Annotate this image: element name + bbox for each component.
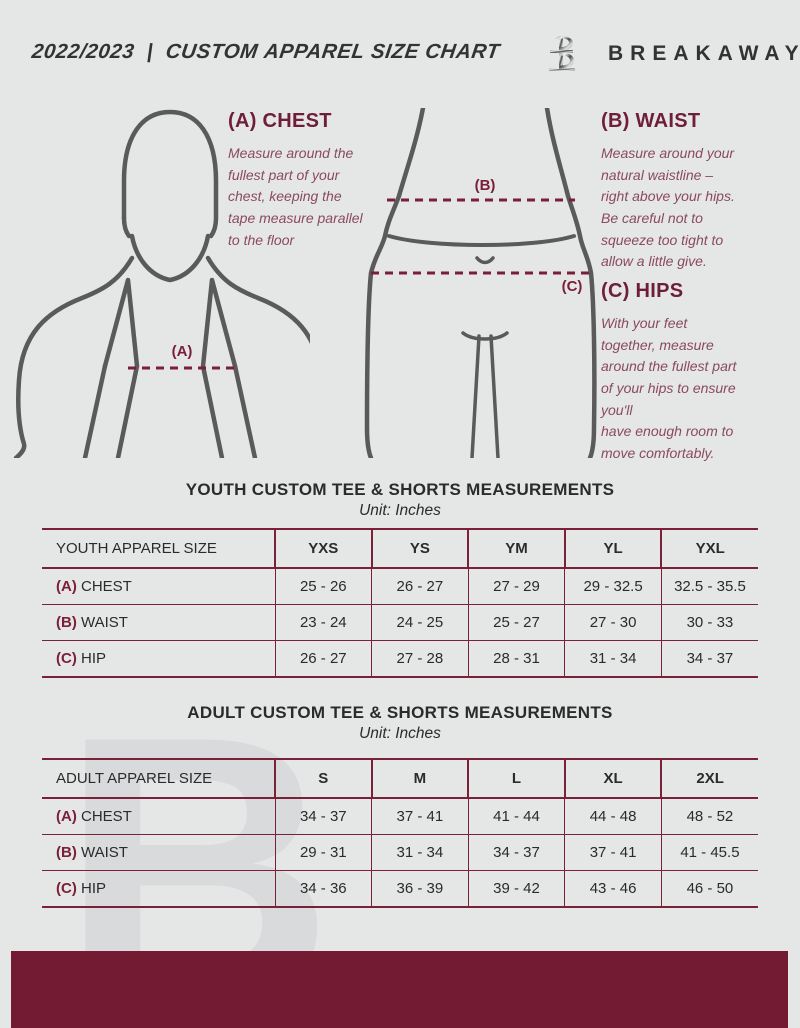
svg-text:(B): (B): [475, 177, 496, 194]
svg-text:(A): (A): [172, 343, 193, 360]
svg-text:(C): (C): [562, 278, 583, 295]
